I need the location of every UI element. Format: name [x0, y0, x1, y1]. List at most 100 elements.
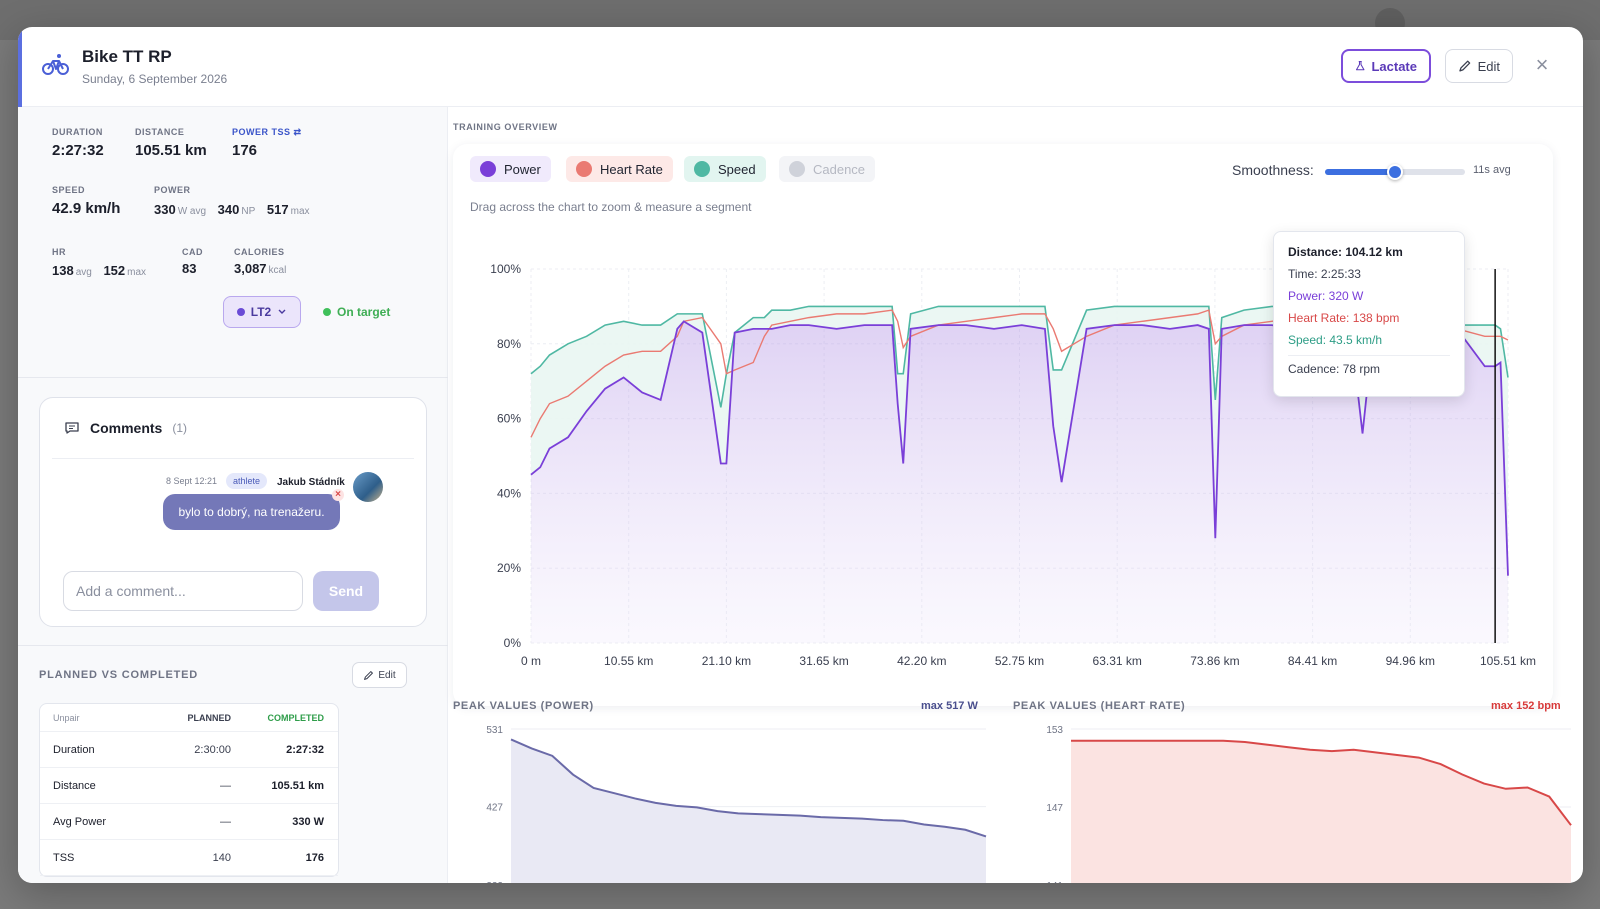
left-panel: DURATION 2:27:32 DISTANCE 105.51 km POWE… [18, 107, 448, 883]
peak-power-y-tick: 427 [486, 803, 503, 814]
y-tick-label: 80% [497, 337, 521, 351]
legend-power-swatch [480, 161, 496, 177]
comment-time: 8 Sept 12:21 [166, 476, 218, 486]
x-tick-label: 63.31 km [1093, 654, 1142, 668]
legend-cadence-swatch [789, 161, 805, 177]
training-overview-label: TRAINING OVERVIEW [453, 122, 558, 132]
comment-bubble: bylo to dobrý, na trenažeru. [163, 494, 340, 530]
peak-hr-line [1071, 739, 1572, 826]
peak-power-line [510, 738, 987, 838]
comment-author: Jakub Stádník [277, 477, 345, 488]
comments-header: Comments (1) [64, 420, 187, 436]
close-icon[interactable]: × [1535, 52, 1549, 77]
power-avg-unit: W avg [177, 206, 207, 217]
flask-icon [1355, 60, 1365, 71]
speed-label: SPEED [52, 185, 86, 195]
send-button[interactable]: Send [313, 571, 379, 611]
row-metric: Duration [53, 743, 95, 756]
x-tick-label: 84.41 km [1288, 654, 1337, 668]
comments-count: (1) [172, 421, 188, 435]
tooltip-heart-rate: Heart Rate: 138 bpm [1288, 311, 1400, 325]
distance-value: 105.51 km [135, 142, 207, 159]
row-metric: Distance [53, 779, 96, 792]
comments-separator [52, 458, 414, 459]
tooltip-distance: Distance: 104.12 km [1288, 245, 1403, 259]
legend-hr-label: Heart Rate [600, 161, 663, 177]
chart-tooltip: Distance: 104.12 km Time: 2:25:33 Power:… [1273, 231, 1465, 397]
tooltip-time: Time: 2:25:33 [1288, 267, 1361, 281]
comments-card: Comments (1) 8 Sept 12:21 athlete Jakub … [39, 397, 427, 627]
row-planned: — [220, 815, 231, 828]
distance-label: DISTANCE [135, 127, 185, 137]
peak-power-max: max 517 W [921, 700, 978, 712]
pvc-table: Unpair PLANNED COMPLETED Duration 2:30:0… [39, 703, 339, 877]
peak-power-y-tick: 531 [486, 725, 503, 736]
edit-button-label: Edit [1477, 58, 1500, 74]
peak-hr-y-tick: 153 [1046, 725, 1063, 736]
chat-icon [65, 422, 79, 434]
x-tick-label: 31.65 km [799, 654, 848, 668]
row-completed: 330 W [292, 815, 324, 828]
zone-select[interactable]: LT2 [223, 296, 301, 328]
comments-title: Comments [90, 420, 163, 436]
zone-dot [236, 308, 245, 316]
workout-title: Bike TT RP [82, 47, 172, 66]
comment-input[interactable] [63, 571, 303, 611]
table-row: TSS 140 176 [40, 840, 338, 876]
speed-band-fill [531, 306, 1508, 576]
stats-divider [18, 377, 448, 378]
power-tss-toggle[interactable]: POWER TSS ⇄ [232, 127, 302, 137]
bike-icon [42, 54, 69, 75]
legend-cadence-label: Cadence [813, 161, 866, 177]
edit-button[interactable]: Edit [1445, 49, 1513, 83]
training-overview-chart[interactable]: 100% 80% 60% 40% 20% 0% 0 m 10.55 km 21.10 km 31.… [453, 214, 1553, 704]
calories-unit: kcal [268, 265, 287, 276]
peak-hr-y-tick: 147 [1046, 803, 1063, 814]
completed-header: COMPLETED [267, 712, 324, 723]
pvc-header-row: Unpair PLANNED COMPLETED [40, 704, 338, 732]
zone-status: On target [323, 305, 390, 319]
legend-heart-rate[interactable]: Heart Rate [566, 156, 673, 182]
peak-hr-area [1071, 740, 1571, 883]
cad-value: 83 [182, 261, 197, 276]
zone-label: LT2 [250, 305, 272, 319]
power-tss-value: 176 [232, 142, 258, 159]
legend-cadence[interactable]: Cadence [779, 156, 876, 182]
pencil-icon [1459, 60, 1471, 72]
unpair-link[interactable]: Unpair [53, 712, 80, 723]
table-row: Distance — 105.51 km [40, 768, 338, 804]
x-tick-label: 105.51 km [1480, 654, 1536, 668]
pvc-edit-button[interactable]: Edit [352, 662, 407, 688]
smoothness-slider[interactable] [1325, 164, 1465, 180]
chevron-down-icon [278, 309, 286, 314]
duration-label: DURATION [52, 127, 103, 137]
tooltip-cadence: Cadence: 78 rpm [1288, 355, 1450, 376]
delete-comment-icon[interactable]: × [332, 489, 344, 501]
x-tick-label: 73.86 km [1190, 654, 1239, 668]
hr-max-unit: max [127, 267, 147, 278]
power-avg: 330 [154, 202, 176, 217]
peak-power-y-tick: 322 [486, 881, 503, 883]
row-planned: — [220, 779, 231, 792]
zone-status-label: On target [337, 305, 391, 319]
chart-hint: Drag across the chart to zoom & measure … [470, 200, 752, 214]
y-tick-label: 100% [490, 262, 521, 276]
calories-value: 3,087 kcal [234, 261, 286, 276]
workout-date: Sunday, 6 September 2026 [82, 72, 228, 86]
x-tick-label: 0 m [521, 654, 541, 668]
peak-power-title: PEAK VALUES (POWER) [453, 700, 594, 712]
x-tick-label: 94.96 km [1386, 654, 1435, 668]
hr-max: 152 [103, 263, 126, 278]
cad-label: CAD [182, 247, 203, 257]
legend-speed[interactable]: Speed [684, 156, 766, 182]
smoothness-value: 11s avg [1473, 164, 1511, 176]
avatar [353, 472, 383, 502]
y-tick-label: 0% [504, 636, 522, 650]
smoothness-slider-thumb[interactable] [1387, 164, 1403, 180]
legend-power[interactable]: Power [470, 156, 551, 182]
x-tick-label: 21.10 km [702, 654, 751, 668]
y-tick-label: 20% [497, 561, 521, 575]
hr-avg-unit: avg [75, 267, 92, 278]
lactate-button[interactable]: Lactate [1341, 49, 1431, 83]
peak-hr-y-tick: 141 [1046, 881, 1063, 883]
